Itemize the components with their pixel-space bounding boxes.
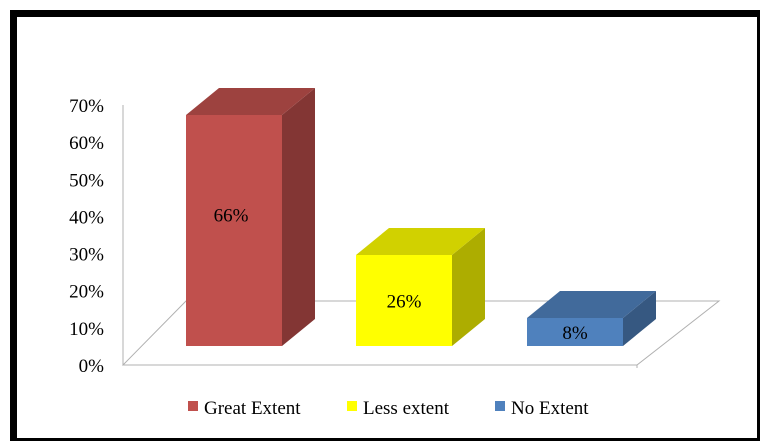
legend-item: Great Extent [188, 398, 301, 419]
legend-label: No Extent [511, 398, 589, 419]
legend-swatch [347, 401, 357, 411]
y-tick-label: 50% [69, 170, 104, 191]
legend-item: Less extent [347, 398, 450, 419]
floor-plane [121, 300, 721, 366]
y-tick-label: 20% [69, 282, 104, 303]
data-labels-layer: 66% 26% 8% [214, 205, 588, 344]
bar-top-face [356, 228, 485, 255]
y-tick-label: 70% [69, 96, 104, 117]
bar-side-face [623, 291, 656, 346]
chart-frame [10, 10, 760, 441]
y-tick-label: 60% [69, 133, 104, 154]
legend-item: No Extent [495, 398, 589, 419]
data-label: 66% [214, 205, 249, 226]
bar [356, 228, 485, 346]
y-tick-label: 40% [69, 207, 104, 228]
bar [527, 291, 656, 346]
bar-side-face [282, 88, 315, 346]
legend-label: Great Extent [204, 398, 301, 419]
legend-swatch [188, 401, 198, 411]
y-tick-label: 0% [79, 356, 105, 377]
bar-front-face [356, 255, 452, 346]
legend-swatch [495, 401, 505, 411]
legend-label: Less extent [363, 398, 450, 419]
bar-front-face [527, 318, 623, 346]
bar-top-face [527, 291, 656, 318]
y-tick-label: 10% [69, 319, 104, 340]
bar [186, 88, 315, 346]
data-label: 8% [562, 323, 588, 344]
bar-front-face [186, 115, 282, 346]
y-tick-label: 30% [69, 245, 104, 266]
data-label: 26% [387, 292, 422, 313]
bars-layer [186, 88, 656, 346]
axis-layer: 0% 10% 20% 30% 40% 50% 60% 70% [69, 96, 124, 377]
bar-top-face [186, 88, 315, 115]
chart-floor [121, 300, 721, 368]
legend: Great Extent Less extent No Extent [188, 398, 589, 419]
bar-side-face [452, 228, 485, 346]
